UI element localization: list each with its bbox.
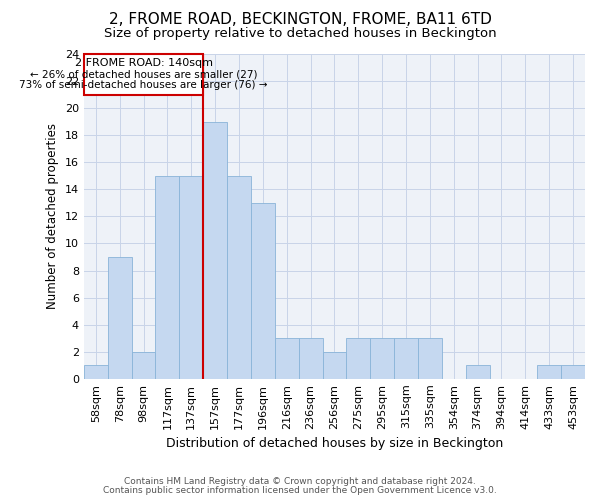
Bar [299,338,323,379]
Bar [203,122,227,379]
Bar [323,352,346,379]
Bar [179,176,203,379]
Text: 2 FROME ROAD: 140sqm: 2 FROME ROAD: 140sqm [74,58,212,68]
Bar [155,176,179,379]
Text: Size of property relative to detached houses in Beckington: Size of property relative to detached ho… [104,28,496,40]
FancyBboxPatch shape [84,54,203,94]
Bar [346,338,370,379]
Text: Contains public sector information licensed under the Open Government Licence v3: Contains public sector information licen… [103,486,497,495]
X-axis label: Distribution of detached houses by size in Beckington: Distribution of detached houses by size … [166,437,503,450]
Bar [251,203,275,379]
Bar [418,338,442,379]
Bar [370,338,394,379]
Bar [108,257,131,379]
Bar [84,366,108,379]
Text: 73% of semi-detached houses are larger (76) →: 73% of semi-detached houses are larger (… [19,80,268,90]
Bar [131,352,155,379]
Y-axis label: Number of detached properties: Number of detached properties [46,124,59,310]
Bar [227,176,251,379]
Text: 2, FROME ROAD, BECKINGTON, FROME, BA11 6TD: 2, FROME ROAD, BECKINGTON, FROME, BA11 6… [109,12,491,28]
Bar [466,366,490,379]
Text: ← 26% of detached houses are smaller (27): ← 26% of detached houses are smaller (27… [30,70,257,80]
Bar [394,338,418,379]
Bar [537,366,561,379]
Bar [561,366,585,379]
Bar [275,338,299,379]
Text: Contains HM Land Registry data © Crown copyright and database right 2024.: Contains HM Land Registry data © Crown c… [124,477,476,486]
